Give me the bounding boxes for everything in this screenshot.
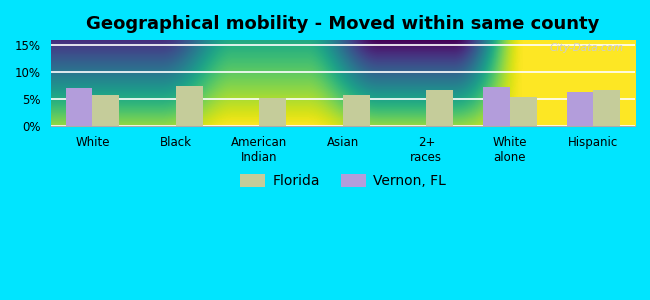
Legend: Florida, Vernon, FL: Florida, Vernon, FL bbox=[235, 169, 451, 194]
Bar bbox=[176, 86, 203, 126]
Bar bbox=[343, 95, 370, 126]
Bar bbox=[92, 95, 119, 126]
Bar bbox=[259, 98, 286, 126]
Bar bbox=[567, 92, 593, 126]
Bar bbox=[426, 90, 453, 126]
Bar bbox=[510, 97, 536, 126]
Bar bbox=[483, 87, 510, 126]
Bar bbox=[593, 90, 620, 126]
Bar bbox=[66, 88, 92, 126]
Text: City-Data.com: City-Data.com bbox=[549, 43, 623, 53]
Title: Geographical mobility - Moved within same county: Geographical mobility - Moved within sam… bbox=[86, 15, 599, 33]
